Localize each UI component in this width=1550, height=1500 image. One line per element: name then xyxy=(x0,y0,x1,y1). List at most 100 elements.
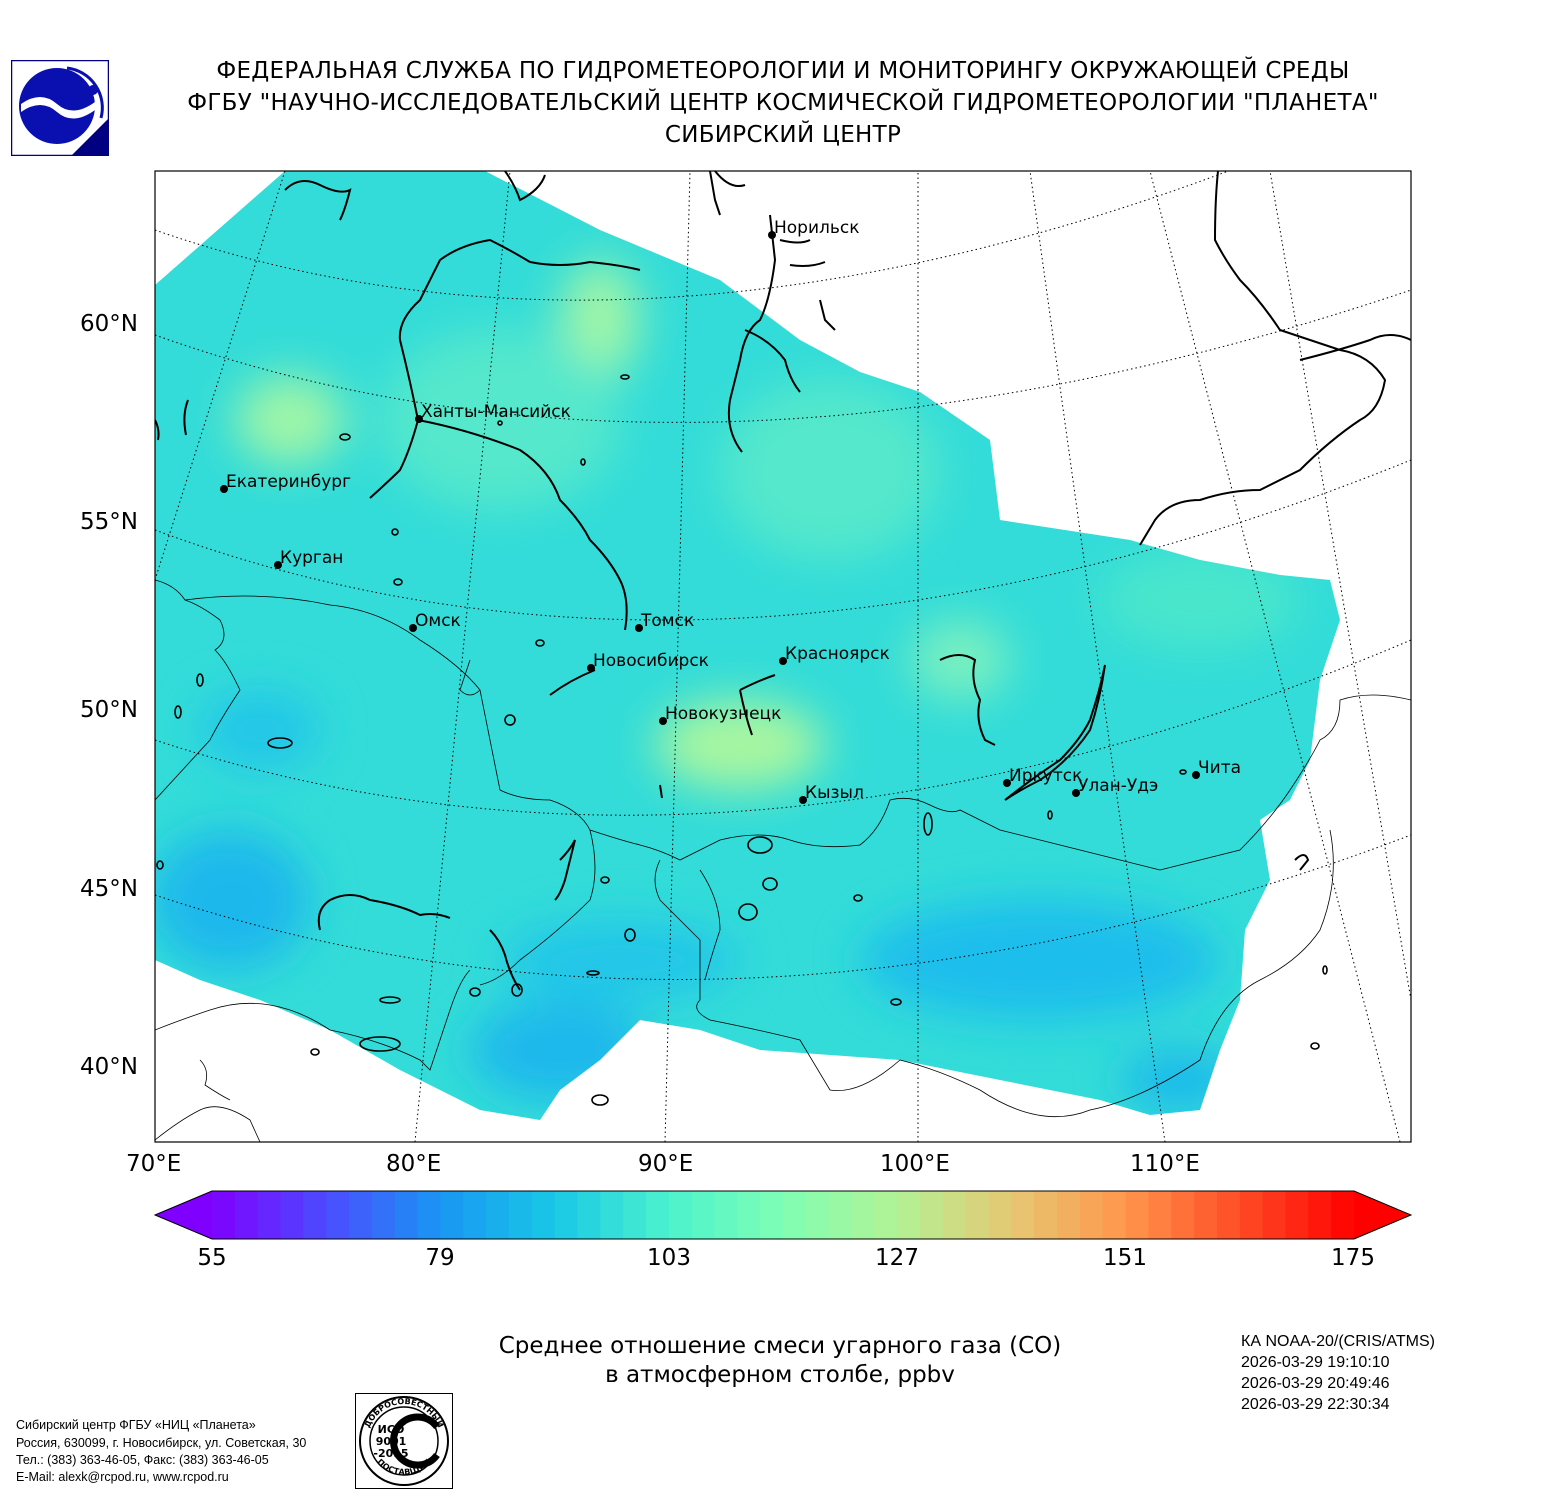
colorbar-segment xyxy=(234,1191,259,1239)
iso-badge: ДОБРОСОВЕСТНЫЙ ПОСТАВЩИК ИСО 9001 -2015 xyxy=(355,1393,453,1489)
colorbar-segment xyxy=(1148,1191,1172,1239)
colorbar-segment xyxy=(1216,1191,1241,1239)
contact-line-4: E-Mail: alexk@rcpod.ru, www.rcpod.ru xyxy=(16,1470,229,1484)
caption-line-2: в атмосферном столбе, ppbv xyxy=(605,1362,955,1388)
city-dot xyxy=(220,485,228,493)
contact-line-2: Россия, 630099, г. Новосибирск, ул. Сове… xyxy=(16,1436,307,1450)
colorbar-outline xyxy=(153,1190,1413,1240)
header-line-2: ФГБУ "НАУЧНО-ИССЛЕДОВАТЕЛЬСКИЙ ЦЕНТР КОС… xyxy=(187,90,1379,116)
city-dot xyxy=(587,664,595,672)
lon-label-80: 80°E xyxy=(386,1151,442,1177)
city-dot xyxy=(1192,771,1200,779)
city-label: Кызыл xyxy=(805,783,864,803)
colorbar-segment xyxy=(920,1191,944,1239)
city-dot xyxy=(409,624,417,632)
lat-label-55: 55°N xyxy=(80,509,138,535)
colorbar-segment xyxy=(440,1191,464,1239)
colorbar-segment xyxy=(1308,1191,1332,1239)
map-frame xyxy=(154,170,1412,1143)
colorbar-segment xyxy=(714,1191,738,1239)
caption-line-1: Среднее отношение смеси угарного газа (C… xyxy=(498,1333,1062,1359)
colorbar-segment xyxy=(371,1191,396,1239)
colorbar-segment xyxy=(1011,1191,1035,1239)
satellite-time-1: 2026-03-29 19:10:10 xyxy=(1241,1354,1390,1371)
lon-label-100: 100°E xyxy=(880,1151,950,1177)
colorbar-segment xyxy=(942,1191,967,1239)
city-label: Омск xyxy=(415,611,461,631)
planeta-logo xyxy=(11,60,109,156)
colorbar-segment xyxy=(737,1191,761,1239)
graticule xyxy=(155,171,1411,1142)
colorbar-segment xyxy=(280,1191,304,1239)
lakes xyxy=(156,374,1328,1106)
colorbar-tick-175: 175 xyxy=(1331,1245,1375,1271)
colorbar-min-extend xyxy=(155,1191,212,1239)
lat-label-50: 50°N xyxy=(80,697,138,723)
rivers-coastlines xyxy=(155,171,1411,991)
lat-label-45: 45°N xyxy=(80,876,138,902)
svg-text:9001: 9001 xyxy=(376,1435,407,1448)
svg-text:-2015: -2015 xyxy=(373,1447,408,1460)
colorbar-segment xyxy=(1194,1191,1218,1239)
header-line-1: ФЕДЕРАЛЬНАЯ СЛУЖБА ПО ГИДРОМЕТЕОРОЛОГИИ … xyxy=(216,58,1350,84)
colorbar-segment xyxy=(394,1191,419,1239)
city-label: Чита xyxy=(1198,758,1241,778)
colorbar-segment xyxy=(874,1191,898,1239)
colorbar-segment xyxy=(783,1191,807,1239)
city-dot xyxy=(799,796,807,804)
colorbar-segment xyxy=(554,1191,579,1239)
colorbar-segment xyxy=(463,1191,487,1239)
contact-line-3: Тел.: (383) 363-46-05, Факс: (383) 363-4… xyxy=(16,1453,269,1467)
colorbar-segment xyxy=(508,1191,533,1239)
city-label: Иркутск xyxy=(1009,766,1082,786)
colorbar-segment xyxy=(1171,1191,1195,1239)
city-label: Курган xyxy=(280,548,343,568)
city-dot xyxy=(659,717,667,725)
contact-line-1: Сибирский центр ФГБУ «НИЦ «Планета» xyxy=(16,1418,256,1432)
colorbar-segment xyxy=(1262,1191,1287,1239)
lon-label-110: 110°E xyxy=(1130,1151,1200,1177)
colorbar-segment xyxy=(623,1191,647,1239)
colorbar-segment xyxy=(212,1191,236,1239)
colorbar-segment xyxy=(965,1191,990,1239)
colorbar-tick-127: 127 xyxy=(875,1245,919,1271)
colorbar-segment xyxy=(1285,1191,1309,1239)
city-label: Ханты-Мансийск xyxy=(421,402,571,422)
colorbar-segment xyxy=(1034,1191,1058,1239)
city-dot xyxy=(1003,779,1011,787)
city-label: Новосибирск xyxy=(593,651,709,671)
city-label: Норильск xyxy=(774,218,860,238)
city-label: Томск xyxy=(640,611,694,631)
header-line-3: СИБИРСКИЙ ЦЕНТР xyxy=(664,122,902,148)
colorbar-segment xyxy=(760,1191,784,1239)
colorbar xyxy=(153,1190,1413,1240)
lon-label-70: 70°E xyxy=(126,1151,182,1177)
city-dot xyxy=(635,624,643,632)
lat-label-40: 40°N xyxy=(80,1054,138,1080)
satellite-name: КА NOAA-20/(CRIS/ATMS) xyxy=(1241,1333,1435,1350)
colorbar-segment xyxy=(828,1191,853,1239)
svg-text:ИСО: ИСО xyxy=(378,1423,405,1436)
city-dot xyxy=(1072,789,1080,797)
colorbar-segment xyxy=(691,1191,716,1239)
colorbar-segment xyxy=(1125,1191,1150,1239)
city-label: Красноярск xyxy=(785,644,890,664)
satellite-time-3: 2026-03-29 22:30:34 xyxy=(1241,1396,1390,1413)
colorbar-segment xyxy=(645,1191,670,1239)
city-label: Улан-Удэ xyxy=(1078,776,1158,796)
colorbar-segment xyxy=(851,1191,875,1239)
city-markers: Норильск Ханты-Мансийск Екатеринбург Курган… xyxy=(220,218,1241,804)
colorbar-segment xyxy=(417,1191,441,1239)
colorbar-segment xyxy=(257,1191,282,1239)
borders xyxy=(155,579,1411,1142)
colorbar-segment xyxy=(988,1191,1012,1239)
city-label: Екатеринбург xyxy=(226,472,351,492)
city-label: Новокузнецк xyxy=(665,704,781,724)
city-dot xyxy=(779,657,787,665)
colorbar-tick-79: 79 xyxy=(425,1245,455,1271)
colorbar-segment xyxy=(326,1191,350,1239)
lat-label-60: 60°N xyxy=(80,311,138,337)
colorbar-segment xyxy=(1057,1191,1081,1239)
colorbar-segment xyxy=(1102,1191,1127,1239)
colorbar-max-extend xyxy=(1354,1191,1411,1239)
